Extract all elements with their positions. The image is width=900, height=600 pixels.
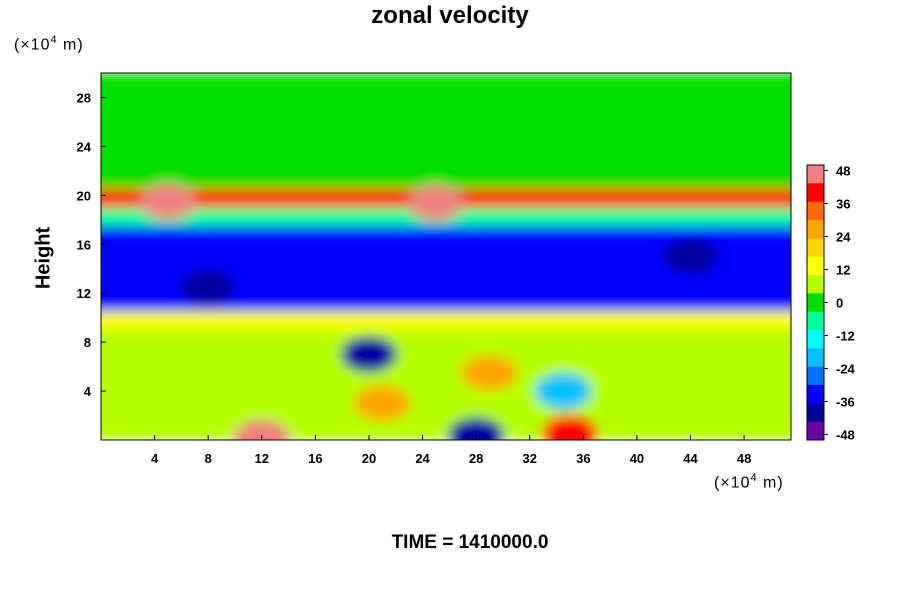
colorbar-tick-label: 24: [836, 230, 851, 245]
velocity-feature-7: [180, 269, 237, 306]
y-tick-label: 8: [84, 335, 91, 350]
velocity-feature-10: [139, 183, 196, 220]
velocity-feature-6: [541, 414, 598, 440]
colorbar-tick-label: 0: [836, 296, 843, 311]
colorbar: 48 36 24 12 0 -12 -24 -36 -48: [806, 164, 856, 443]
colorbar-segment: [807, 220, 824, 239]
chart-title: zonal velocity: [371, 2, 529, 29]
colorbar-segment: [807, 275, 824, 294]
colorbar-segment: [807, 165, 824, 184]
y-axis-unit: (×104 m): [14, 34, 84, 54]
y-unit-suffix: m): [57, 36, 84, 54]
y-tick-label: 4: [84, 384, 92, 399]
y-tick-label: 12: [77, 286, 91, 301]
colorbar-tick-label: -36: [836, 395, 855, 410]
colorbar-tick-label: 12: [836, 263, 850, 278]
x-tick-label: 16: [308, 451, 322, 466]
x-tick-label: 12: [255, 451, 269, 466]
x-unit-prefix: (×10: [714, 474, 751, 492]
x-unit-exponent: 4: [750, 472, 758, 484]
y-tick-label: 20: [77, 188, 91, 203]
x-tick-label: 32: [523, 451, 537, 466]
velocity-feature-5: [448, 417, 505, 440]
x-axis-unit: (×104 m): [714, 472, 784, 492]
colorbar-segment: [807, 385, 824, 404]
velocity-band-4: [101, 311, 791, 330]
y-tick-label: 16: [77, 237, 91, 252]
x-tick-label: 8: [205, 451, 212, 466]
colorbar-tick-label: -12: [836, 329, 855, 344]
x-tick-label: 48: [737, 451, 751, 466]
velocity-feature-4: [233, 419, 290, 440]
x-tick-label: 36: [576, 451, 590, 466]
velocity-feature-3: [354, 385, 411, 422]
time-label: TIME = 1410000.0: [391, 532, 549, 553]
y-tick-label: 24: [77, 139, 92, 154]
x-tick-label: 20: [362, 451, 376, 466]
velocity-feature-8: [367, 232, 424, 269]
colorbar-segment: [807, 311, 824, 331]
y-tick-label: 28: [77, 90, 91, 105]
velocity-feature-0: [340, 336, 397, 373]
velocity-feature-2: [535, 373, 592, 410]
field-layer: [101, 73, 791, 440]
colorbar-segment: [807, 201, 824, 221]
x-unit-suffix: m): [757, 474, 784, 492]
colorbar-segment: [807, 421, 824, 441]
velocity-feature-11: [407, 184, 464, 221]
colorbar-tick-label: -24: [836, 362, 856, 377]
x-tick-label: 40: [630, 451, 644, 466]
y-unit-prefix: (×10: [14, 36, 51, 54]
colorbar-segment: [807, 403, 824, 423]
colorbar-tick-label: 48: [836, 164, 850, 179]
x-tick-label: 4: [151, 451, 159, 466]
colorbar-segment: [807, 366, 824, 386]
colorbar-segment: [807, 293, 824, 313]
colorbar-tick-label: 36: [836, 197, 850, 212]
colorbar-segment: [807, 256, 824, 276]
x-axis-ticks: 4 8 12 16 20 24 28 32 36 40 44 48: [151, 435, 751, 466]
y-axis-ticks: 4 8 12 16 20 24 28: [77, 90, 106, 399]
x-tick-label: 44: [683, 451, 698, 466]
y-unit-exponent: 4: [50, 34, 58, 46]
colorbar-segment: [807, 238, 824, 258]
plot-area: [101, 73, 791, 440]
velocity-band-0: [101, 73, 791, 190]
velocity-feature-9: [662, 238, 719, 275]
velocity-feature-1: [461, 354, 518, 391]
x-tick-label: 28: [469, 451, 483, 466]
colorbar-segment: [807, 348, 824, 368]
velocity-band-5: [101, 329, 791, 440]
colorbar-tick-label: -48: [836, 428, 855, 443]
colorbar-segment: [807, 330, 824, 349]
plot-frame: [100, 72, 792, 441]
colorbar-segment: [807, 183, 824, 203]
x-tick-label: 24: [415, 451, 430, 466]
